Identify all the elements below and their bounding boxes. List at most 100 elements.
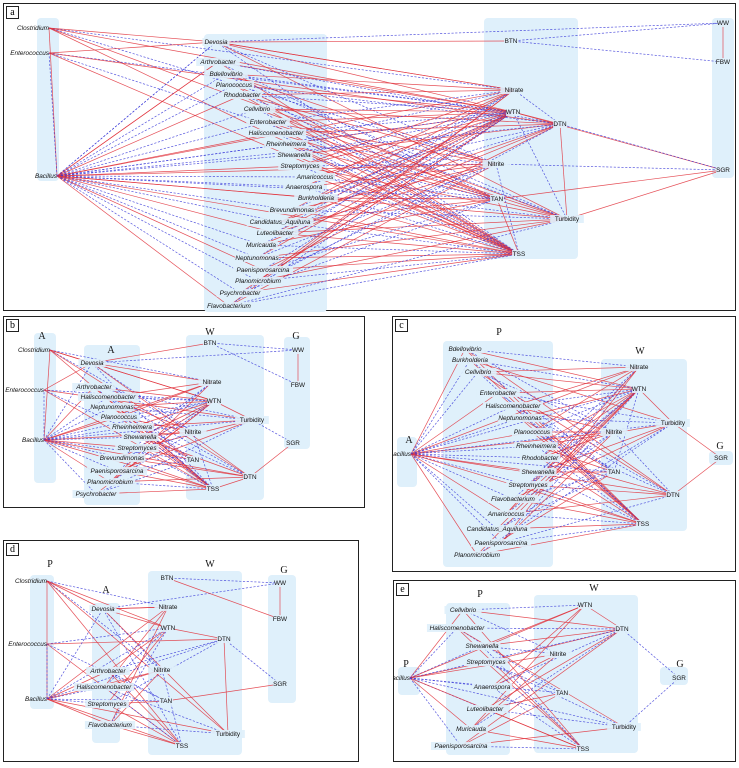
node-arthrobacter: Arthrobacter <box>75 384 112 391</box>
edge-negative <box>215 41 497 165</box>
node-bg <box>448 356 492 364</box>
edge-negative <box>469 359 640 390</box>
node-amaricoccus: Amaricoccus <box>487 511 525 518</box>
node-bg <box>175 742 189 750</box>
node-bg <box>294 173 336 181</box>
edge-positive <box>315 197 498 200</box>
edge-positive <box>299 111 514 167</box>
node-bg <box>246 118 290 126</box>
edge-positive <box>464 348 674 496</box>
edge-negative <box>491 686 584 750</box>
node-bg <box>444 606 482 614</box>
node-haliscomenobacter: Haliscomenobacter <box>249 130 305 137</box>
node-dtn: DTN <box>243 474 257 481</box>
node-turbidity: Turbidity <box>216 731 241 738</box>
edge-positive <box>48 41 217 54</box>
edge-positive <box>91 342 211 364</box>
edge-negative <box>192 431 214 490</box>
edge-negative <box>559 123 724 171</box>
edge-negative <box>102 608 163 671</box>
node-bg <box>555 689 569 697</box>
node-bg <box>216 289 264 297</box>
node-bg <box>463 525 531 533</box>
edge-positive <box>109 381 213 483</box>
node-bg <box>443 345 487 353</box>
group-band <box>398 667 420 695</box>
edge-negative <box>291 111 514 211</box>
edge-positive <box>43 439 214 490</box>
node-bg <box>459 368 497 376</box>
group-band <box>284 337 310 449</box>
node-bg <box>115 444 159 452</box>
node-bg <box>148 666 176 674</box>
edge-negative <box>103 686 229 735</box>
node-bg <box>213 81 255 89</box>
node-anaerospora: Anaerospora <box>473 684 511 691</box>
node-turbidity: Turbidity <box>240 417 265 424</box>
node-bg <box>203 302 255 310</box>
node-bg <box>217 635 231 643</box>
node-amaricoccus: Amaricoccus <box>296 174 334 181</box>
edge-positive <box>46 606 169 700</box>
node-bg <box>72 490 120 498</box>
edge-positive <box>48 52 561 125</box>
node-bg <box>89 605 117 613</box>
node-bg <box>198 378 226 386</box>
node-bg <box>283 183 325 191</box>
node-sgr: SGR <box>286 440 300 447</box>
edge-positive <box>500 431 615 544</box>
edge-positive <box>217 61 520 255</box>
edge-negative <box>464 348 640 368</box>
edge-positive <box>539 457 644 525</box>
group-letter: G <box>280 565 287 576</box>
edge-negative <box>303 186 568 220</box>
node-bg <box>85 700 129 708</box>
edge-negative <box>293 111 514 156</box>
edge-negative <box>531 431 674 496</box>
edge-positive <box>131 400 215 428</box>
edge-negative <box>410 453 529 486</box>
edge-positive <box>56 175 230 307</box>
group-band <box>268 575 296 703</box>
node-devosia: Devosia <box>91 606 115 613</box>
edge-negative <box>409 677 625 728</box>
node-tss: TSS <box>176 743 188 750</box>
edge-negative <box>409 628 623 679</box>
edge-negative <box>275 132 520 255</box>
node-bg <box>485 510 527 518</box>
node-sgr: SGR <box>716 167 730 174</box>
group-letter: W <box>205 559 215 570</box>
node-bg <box>454 725 488 733</box>
edge-negative <box>513 89 561 125</box>
node-cellvibrio: Cellvibrio <box>450 607 477 614</box>
edge-positive <box>409 677 584 750</box>
edge-positive <box>638 388 674 424</box>
node-bg <box>84 478 136 486</box>
edge-positive <box>239 253 520 294</box>
edge-negative <box>111 406 253 421</box>
edge-negative <box>535 445 644 525</box>
node-wtn: WTN <box>207 398 222 405</box>
edge-positive <box>293 123 561 156</box>
node-bg <box>490 195 504 203</box>
node-planomicrobium: Planomicrobium <box>454 552 500 559</box>
node-planococcus: Planococcus <box>101 414 138 421</box>
node-bg <box>576 745 590 753</box>
edge-negative <box>56 175 305 188</box>
node-bg <box>632 385 646 393</box>
node-psychrobacter: Psychrobacter <box>220 290 262 297</box>
edge-positive <box>566 169 724 220</box>
node-btn: BTN <box>505 38 518 45</box>
node-candidatus_aquiluna: Candidatus_Aquiluna <box>467 526 528 533</box>
node-burkholderia: Burkholderia <box>452 357 488 364</box>
panel-label-d: d <box>6 543 19 556</box>
node-bg <box>666 491 680 499</box>
node-nitrite: Nitrite <box>154 667 171 674</box>
node-shewanella: Shewanella <box>277 152 310 159</box>
node-bg <box>244 241 278 249</box>
node-bg <box>519 468 557 476</box>
edge-positive <box>477 366 640 373</box>
node-bg <box>196 58 240 66</box>
node-bg <box>426 624 488 632</box>
edge-negative <box>410 453 498 530</box>
